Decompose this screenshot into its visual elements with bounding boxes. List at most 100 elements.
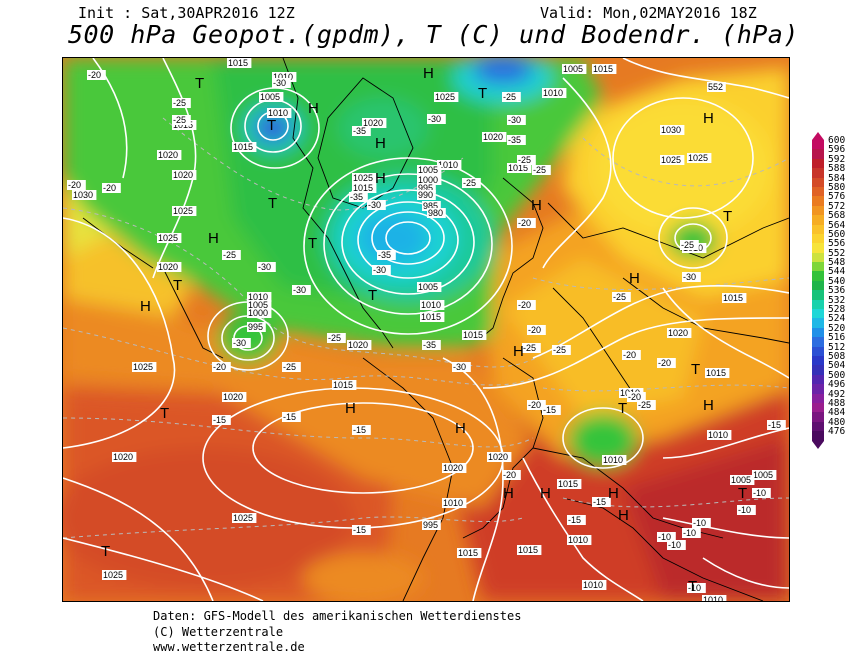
svg-text:1025: 1025 [661,155,681,165]
scale-cell [812,318,824,328]
pressure-label: 1015 [332,380,357,390]
svg-text:1015: 1015 [228,58,248,68]
scale-label: 568 [828,210,846,222]
temperature-label: -20 [517,300,536,310]
pressure-label: 1010 [442,498,467,508]
svg-text:1015: 1015 [706,368,726,378]
scale-label: 580 [828,181,846,193]
pressure-label: 1005 [562,64,587,74]
svg-text:-15: -15 [283,412,296,422]
temperature-label: -15 [352,525,371,535]
scale-label: 476 [828,426,846,438]
svg-text:-35: -35 [378,250,391,260]
svg-text:-10: -10 [683,528,696,538]
website-text: www.wetterzentrale.de [153,640,305,654]
low-pressure-marker: T [160,405,169,422]
pressure-label: 1020 [442,463,467,473]
pressure-label: 1010 [272,72,297,82]
scale-label: 532 [828,294,846,306]
svg-text:-10: -10 [668,540,681,550]
high-pressure-marker: H [455,420,466,437]
pressure-label: 990 [417,190,436,200]
low-pressure-marker: T [308,235,317,252]
svg-text:1015: 1015 [458,548,478,558]
pressure-label: 1025 [132,362,157,372]
svg-text:-10: -10 [693,518,706,528]
pressure-label: 1030 [660,125,685,135]
pressure-label: 1020 [482,132,507,142]
temperature-label: -30 [682,272,701,282]
svg-text:1005: 1005 [731,475,751,485]
svg-text:995: 995 [423,520,438,530]
svg-text:980: 980 [428,208,443,218]
low-pressure-marker: T [101,543,110,560]
low-pressure-marker: T [195,75,204,92]
svg-text:-20: -20 [528,325,541,335]
pressure-label: 1015 [457,548,482,558]
scale-cell [812,393,824,403]
temperature-label: -25 [532,165,551,175]
svg-text:1005: 1005 [563,64,583,74]
scale-label: 544 [828,266,846,278]
svg-text:-20: -20 [68,180,81,190]
scale-cell [812,327,824,338]
pressure-label: 1015 [507,163,532,173]
temperature-labels: -20-25-25-30-35-35-30-25-30-35-30-35-30-… [67,70,786,593]
high-pressure-marker: H [423,65,434,82]
temperature-label: -25 [502,92,521,102]
svg-text:1010: 1010 [583,580,603,590]
pressure-label: 1025 [157,233,182,243]
temperature-label: -15 [282,412,301,422]
pressure-label: 980 [427,208,446,218]
pressure-label: 995 [247,322,266,332]
scale-label: 480 [828,416,846,428]
pressure-label: 1020 [112,452,137,462]
scale-label: 596 [828,144,846,156]
svg-text:1025: 1025 [158,233,178,243]
high-pressure-marker: H [308,100,319,117]
low-pressure-marker: T [368,287,377,304]
svg-text:1015: 1015 [333,380,353,390]
low-pressure-marker: T [173,277,182,294]
svg-text:-35: -35 [423,340,436,350]
pressure-label: 1005 [730,475,755,485]
scale-cell [812,346,824,356]
svg-text:1015: 1015 [518,545,538,555]
high-pressure-marker: H [703,397,714,414]
temperature-label: -10 [752,488,771,498]
temperature-label: -15 [212,415,231,425]
scale-cell [812,384,824,394]
temperature-label: -25 [680,240,699,250]
temperature-label: -25 [172,115,191,125]
svg-text:-20: -20 [528,400,541,410]
temperature-label: -15 [352,425,371,435]
svg-text:1010: 1010 [603,455,623,465]
svg-text:1025: 1025 [353,173,373,183]
temperature-label: -30 [427,114,446,124]
scale-cell [812,355,824,366]
svg-text:-10: -10 [738,505,751,515]
low-pressure-marker: T [688,578,697,595]
svg-text:1020: 1020 [113,452,133,462]
svg-text:-25: -25 [463,178,476,188]
temperature-label: -10 [737,505,756,515]
svg-text:1005: 1005 [418,282,438,292]
svg-text:1010: 1010 [273,72,293,82]
scale-label: 488 [828,397,846,409]
pressure-label: 1015 [227,58,252,68]
temperature-label: -25 [552,345,571,355]
pressure-label: 552 [707,82,726,92]
temperature-label: -10 [687,583,706,593]
weather-map: 1005 1015 1010 1005 1010 1015 1020 1025 1020 1015… [62,57,790,602]
svg-text:1020: 1020 [443,463,463,473]
temperature-label: -30 [507,115,526,125]
temperature-label: -20 [517,218,536,228]
scale-label: 548 [828,257,846,269]
temperature-label: -25 [522,343,541,353]
scale-cell [812,186,824,197]
svg-text:1020: 1020 [158,262,178,272]
temperature-label: -35 [377,250,396,260]
scale-cell [812,271,824,281]
pressure-label: 1020 [222,392,247,402]
pressure-label: 1005 [417,165,442,175]
